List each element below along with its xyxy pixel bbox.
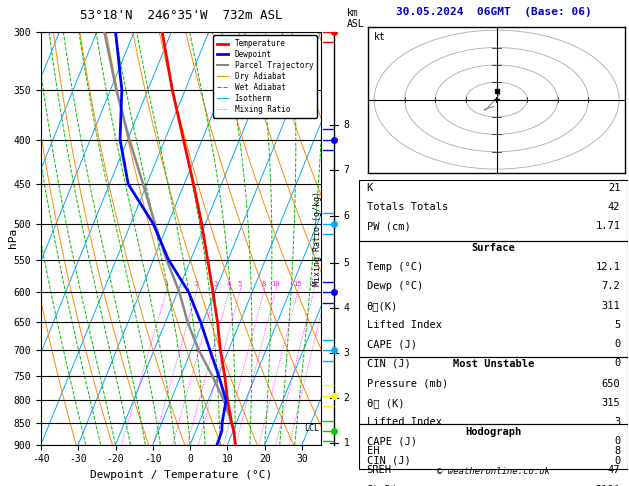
Text: 7: 7: [343, 165, 349, 175]
Text: 5: 5: [343, 258, 349, 268]
Text: 15: 15: [294, 281, 302, 287]
Text: 1: 1: [343, 437, 349, 448]
Text: PW (cm): PW (cm): [367, 221, 410, 231]
Text: 42: 42: [608, 202, 620, 212]
Text: SREH: SREH: [367, 465, 392, 475]
Text: 7.2: 7.2: [601, 281, 620, 292]
Text: 4: 4: [343, 303, 349, 312]
Bar: [359, 424, 628, 469]
Text: © weatheronline.co.uk: © weatheronline.co.uk: [437, 468, 550, 476]
Text: 2: 2: [343, 393, 349, 403]
Text: km
ASL: km ASL: [347, 8, 365, 29]
Text: EH: EH: [367, 446, 379, 456]
Text: 30.05.2024  06GMT  (Base: 06): 30.05.2024 06GMT (Base: 06): [396, 7, 591, 17]
Text: 5: 5: [238, 281, 242, 287]
Text: 20: 20: [309, 281, 318, 287]
Text: LCL: LCL: [304, 424, 319, 433]
Text: 315: 315: [601, 398, 620, 408]
Text: Mixing Ratio (g/kg): Mixing Ratio (g/kg): [313, 191, 322, 286]
Text: Hodograph: Hodograph: [465, 427, 521, 437]
Text: θᴇ (K): θᴇ (K): [367, 398, 404, 408]
Text: K: K: [367, 183, 373, 193]
Text: StmDir: StmDir: [367, 485, 404, 486]
Text: 4: 4: [227, 281, 231, 287]
Text: 1.71: 1.71: [595, 221, 620, 231]
Bar: [359, 241, 628, 357]
Text: Dewp (°C): Dewp (°C): [367, 281, 423, 292]
Text: 0: 0: [614, 359, 620, 368]
Text: Pressure (mb): Pressure (mb): [367, 379, 448, 389]
Text: Lifted Index: Lifted Index: [367, 417, 442, 427]
Text: hPa: hPa: [8, 228, 18, 248]
Text: Temp (°C): Temp (°C): [367, 262, 423, 272]
Text: Totals Totals: Totals Totals: [367, 202, 448, 212]
Legend: Temperature, Dewpoint, Parcel Trajectory, Dry Adiabat, Wet Adiabat, Isotherm, Mi: Temperature, Dewpoint, Parcel Trajectory…: [213, 35, 317, 118]
Text: 6: 6: [343, 211, 349, 221]
Text: CAPE (J): CAPE (J): [367, 339, 416, 349]
Text: 219°: 219°: [595, 485, 620, 486]
Text: 5: 5: [614, 320, 620, 330]
Bar: [359, 180, 628, 241]
Text: θᴇ(K): θᴇ(K): [367, 301, 398, 311]
Text: 2: 2: [194, 281, 199, 287]
Text: 3: 3: [614, 417, 620, 427]
Bar: [359, 357, 628, 424]
Text: 8: 8: [262, 281, 266, 287]
X-axis label: Dewpoint / Temperature (°C): Dewpoint / Temperature (°C): [90, 470, 272, 480]
Text: 3: 3: [213, 281, 218, 287]
Text: 311: 311: [601, 301, 620, 311]
Text: 12.1: 12.1: [595, 262, 620, 272]
Text: CIN (J): CIN (J): [367, 359, 410, 368]
Text: 0: 0: [614, 456, 620, 466]
Text: 53°18'N  246°35'W  732m ASL: 53°18'N 246°35'W 732m ASL: [80, 9, 282, 22]
Text: Lifted Index: Lifted Index: [367, 320, 442, 330]
Text: kt: kt: [374, 32, 386, 42]
Text: 3: 3: [343, 348, 349, 358]
Text: 0: 0: [614, 436, 620, 447]
Text: 1: 1: [164, 281, 169, 287]
Text: 10: 10: [272, 281, 280, 287]
Text: CIN (J): CIN (J): [367, 456, 410, 466]
Text: Surface: Surface: [472, 243, 515, 253]
Text: CAPE (J): CAPE (J): [367, 436, 416, 447]
Text: 8: 8: [614, 446, 620, 456]
Text: 47: 47: [608, 465, 620, 475]
Text: Most Unstable: Most Unstable: [453, 360, 534, 369]
Text: 650: 650: [601, 379, 620, 389]
Text: 0: 0: [614, 339, 620, 349]
Text: 8: 8: [343, 121, 349, 130]
Text: 21: 21: [608, 183, 620, 193]
